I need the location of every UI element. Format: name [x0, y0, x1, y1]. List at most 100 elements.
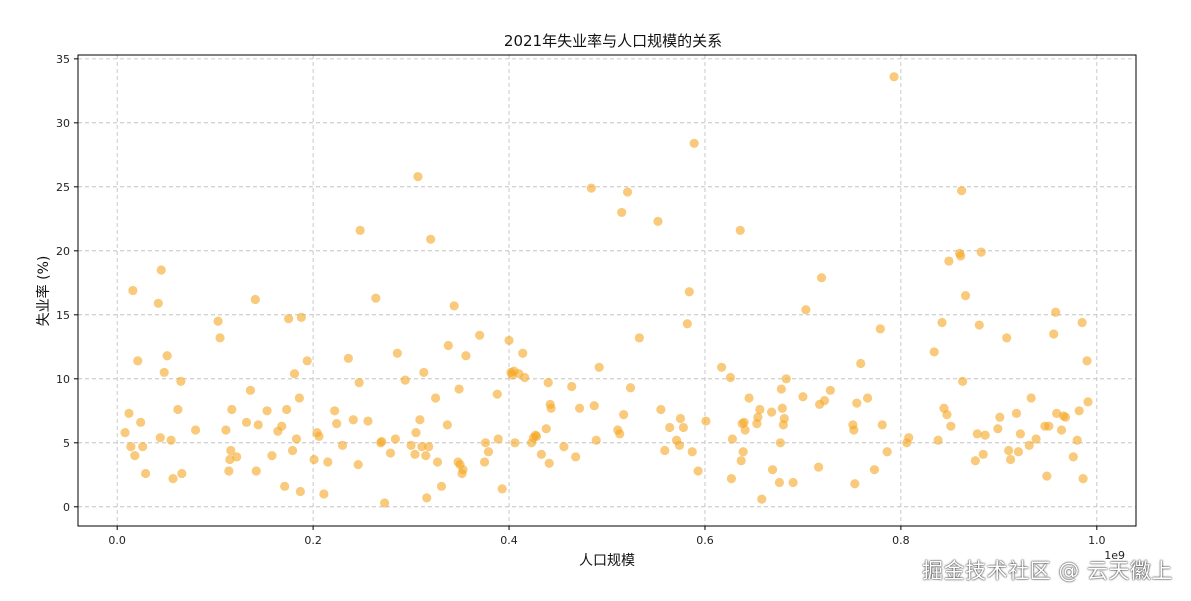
data-point [413, 171, 423, 182]
data-point [426, 234, 436, 244]
data-point [461, 351, 471, 361]
data-point [284, 314, 294, 324]
data-point [819, 395, 830, 406]
data-point [571, 452, 581, 462]
data-point [875, 324, 885, 334]
data-point [424, 442, 434, 452]
data-point [226, 445, 236, 456]
data-point [432, 457, 443, 467]
data-point [889, 72, 899, 82]
data-point [767, 465, 778, 475]
data-point [541, 424, 551, 434]
data-point [779, 413, 789, 424]
watermark: 掘金技术社区 @ 云天徽上 [922, 559, 1173, 583]
data-point [497, 484, 507, 494]
data-point [1044, 421, 1054, 431]
data-point [682, 319, 692, 329]
data-point [559, 442, 569, 452]
data-point [162, 351, 172, 361]
data-point [744, 393, 754, 403]
data-point [294, 393, 304, 403]
data-point [392, 348, 402, 358]
data-point [995, 412, 1005, 422]
data-point [856, 358, 866, 369]
data-point [436, 481, 447, 491]
data-point [972, 429, 982, 439]
data-point [251, 466, 261, 476]
data-point [781, 374, 791, 384]
data-point [738, 447, 748, 457]
data-point [215, 333, 225, 343]
data-point [140, 468, 151, 479]
data-point [454, 384, 464, 394]
data-point [291, 434, 302, 444]
data-point [816, 273, 827, 283]
data-point [449, 301, 459, 311]
data-point [390, 434, 400, 444]
data-point [1051, 307, 1061, 317]
x-tick-label: 0.8 [892, 534, 910, 547]
x-tick-label: 0.0 [108, 534, 126, 547]
data-point [727, 434, 737, 444]
data-point [717, 362, 727, 372]
data-point [1011, 408, 1022, 418]
data-point [619, 410, 629, 420]
data-point [168, 474, 178, 484]
data-point [944, 256, 954, 266]
data-point [960, 291, 971, 301]
data-point [798, 392, 808, 402]
x-axis-ticks: 0.0 0.2 0.4 0.6 0.8 1.0 [108, 526, 1106, 547]
data-point [377, 436, 387, 447]
data-point [531, 431, 542, 442]
data-point [801, 305, 811, 315]
data-point [674, 440, 685, 450]
data-point [510, 438, 520, 448]
data-point [974, 320, 984, 330]
data-point [371, 293, 381, 303]
y-tick-label: 25 [56, 181, 70, 194]
data-point [1083, 397, 1093, 407]
data-point [406, 440, 416, 450]
data-point [136, 417, 146, 427]
data-point [296, 312, 306, 322]
data-point [933, 435, 943, 445]
data-point [956, 251, 966, 261]
data-point [777, 403, 787, 413]
data-point [942, 410, 952, 420]
data-point [755, 404, 765, 415]
data-point [479, 457, 490, 467]
data-point [625, 383, 636, 393]
data-point [221, 425, 231, 435]
data-point [1082, 356, 1092, 366]
data-point [586, 183, 596, 193]
data-point [1026, 393, 1036, 403]
data-point [419, 367, 429, 378]
data-point [355, 225, 365, 235]
y-axis-ticks: 0 5 10 15 20 25 30 35 [56, 53, 78, 514]
data-point [253, 420, 263, 430]
data-point [739, 417, 749, 427]
data-point [574, 403, 585, 413]
data-point [976, 247, 986, 257]
data-point [725, 372, 736, 383]
data-point [978, 449, 988, 459]
data-point [701, 416, 711, 426]
data-point [753, 412, 763, 422]
data-point [536, 449, 546, 459]
data-point [678, 422, 689, 433]
data-point [877, 420, 887, 430]
data-point [126, 442, 136, 452]
data-point [319, 489, 329, 499]
data-point [159, 367, 169, 378]
data-point [543, 378, 553, 388]
data-point [774, 477, 785, 488]
data-point [814, 462, 824, 472]
data-point [245, 385, 256, 395]
data-point [1074, 406, 1084, 416]
data-point [133, 356, 143, 366]
data-point [634, 333, 644, 343]
data-point [544, 458, 554, 468]
data-point [1072, 435, 1082, 445]
data-point [852, 398, 862, 408]
